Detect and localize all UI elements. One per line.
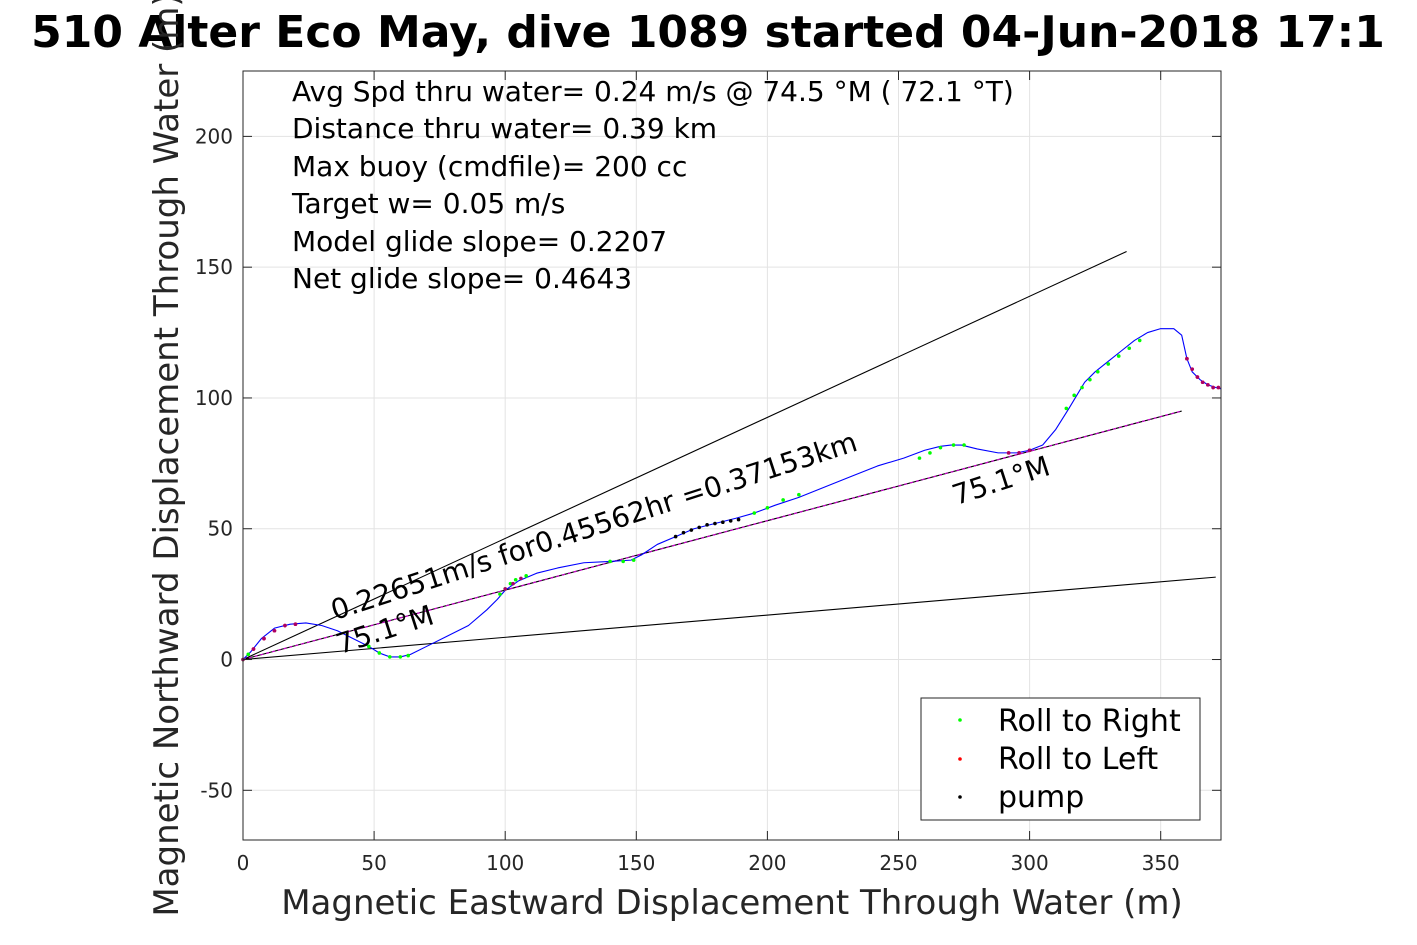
x-tick-label: 300	[1011, 851, 1049, 875]
point-roll-to-right	[631, 558, 636, 562]
point-marker	[1195, 375, 1200, 379]
point-roll-to-right	[951, 443, 956, 447]
point-roll-to-right	[1127, 346, 1132, 351]
info-model-glide-slope: Model glide slope= 0.2207	[292, 225, 667, 258]
point-marker	[1200, 380, 1205, 385]
legend-box	[920, 697, 1201, 821]
x-tick-label: 350	[1142, 851, 1180, 875]
info-net-glide-slope: Net glide slope= 0.4643	[292, 262, 632, 295]
y-tick-label: 50	[208, 517, 233, 541]
chart-title: 510 Alter Eco May, dive 1089 started 04-…	[31, 7, 1385, 58]
point-marker	[283, 623, 287, 628]
y-tick-label: 0	[220, 648, 233, 672]
legend-marker-pump	[958, 795, 962, 799]
point-roll-to-right	[1080, 385, 1084, 390]
y-tick-label: 100	[195, 386, 233, 410]
point-pump	[681, 530, 686, 535]
point-marker	[293, 622, 298, 627]
point-roll-to-right	[1064, 406, 1069, 411]
point-pump	[673, 534, 678, 539]
point-marker	[272, 628, 277, 633]
point-roll-to-right	[1095, 369, 1100, 374]
point-marker	[1216, 385, 1221, 390]
x-axis-label: Magnetic Eastward Displacement Through W…	[281, 883, 1183, 923]
point-roll-to-right	[398, 655, 403, 659]
reference-lines	[242, 250, 1216, 661]
track-line	[242, 328, 1222, 660]
track	[242, 328, 1222, 660]
point-roll-to-right	[752, 511, 757, 515]
point-roll-to-right	[1116, 354, 1121, 358]
point-marker	[1017, 451, 1021, 455]
point-roll-to-right	[524, 574, 528, 578]
point-roll-to-right	[1106, 362, 1111, 366]
point-marker	[1211, 385, 1215, 390]
info-distance: Distance thru water= 0.39 km	[292, 112, 717, 145]
point-pump	[728, 519, 733, 523]
point-roll-to-right	[388, 655, 392, 659]
info-text-block: Avg Spd thru water= 0.24 m/s @ 74.5 °M (…	[291, 75, 1014, 295]
point-pump	[736, 517, 741, 522]
point-roll-to-right	[917, 456, 922, 460]
legend-marker-roll-left	[958, 757, 962, 761]
point-pump	[713, 521, 717, 526]
info-max-buoy: Max buoy (cmdfile)= 200 cc	[292, 150, 687, 183]
x-tick-label: 50	[361, 851, 386, 875]
reference-line-1	[242, 576, 1216, 661]
point-roll-to-right	[962, 443, 966, 447]
point-pump	[705, 523, 709, 527]
legend: Roll to Right Roll to Left pump	[920, 697, 1201, 821]
point-marker	[503, 587, 507, 591]
point-roll-to-right	[608, 559, 612, 564]
point-roll-to-right	[928, 451, 932, 455]
point-roll-to-right	[508, 581, 513, 586]
point-roll-to-right	[406, 653, 410, 658]
point-marker	[1027, 448, 1032, 453]
x-tick-label: 250	[879, 851, 917, 875]
info-target-w: Target w= 0.05 m/s	[291, 187, 565, 220]
x-tick-label: 100	[486, 851, 524, 875]
point-roll-to-right	[781, 498, 785, 502]
reference-line-2	[242, 410, 1182, 661]
point-roll-to-right	[1072, 393, 1076, 398]
point-roll-to-right	[938, 445, 943, 450]
point-pump	[721, 520, 725, 524]
point-marker	[251, 647, 256, 651]
legend-label-roll-right: Roll to Right	[998, 704, 1181, 739]
point-roll-to-right	[513, 577, 518, 582]
point-roll-to-right	[1137, 338, 1142, 343]
point-marker	[511, 581, 515, 586]
point-marker	[1006, 451, 1011, 455]
point-pump	[689, 528, 694, 532]
point-roll-to-right	[246, 652, 251, 657]
legend-marker-roll-right	[958, 718, 962, 722]
x-tick-label: 200	[748, 851, 786, 875]
axes-box	[242, 70, 1222, 841]
point-roll-to-right	[765, 506, 770, 510]
point-marker	[262, 636, 266, 641]
y-tick-label: 200	[195, 124, 233, 148]
x-tick-label: 150	[617, 851, 655, 875]
y-axis-label: Magnetic Northward Displacement Through …	[147, 0, 187, 917]
y-tick-label: -50	[200, 778, 233, 802]
point-marker	[1206, 383, 1210, 387]
point-roll-to-right	[1088, 377, 1092, 382]
point-pump	[697, 525, 702, 530]
point-marker	[1185, 356, 1189, 361]
reference-line-0	[242, 250, 1127, 661]
legend-label-pump: pump	[998, 780, 1084, 815]
point-roll-to-right	[797, 492, 801, 497]
point-roll-to-right	[377, 651, 382, 655]
point-roll-to-right	[498, 592, 502, 596]
x-tick-label: 0	[237, 851, 250, 875]
legend-label-roll-left: Roll to Left	[998, 742, 1158, 777]
ticks: 0 50 100 150 200 250 300 350 -50 0 50 100 150 200	[195, 71, 1221, 875]
point-marker	[519, 576, 523, 581]
point-roll-to-right	[367, 644, 371, 649]
point-roll-to-right	[621, 559, 625, 564]
point-marker	[1190, 367, 1194, 371]
y-tick-label: 150	[195, 255, 233, 279]
info-avg-speed: Avg Spd thru water= 0.24 m/s @ 74.5 °M (…	[292, 75, 1014, 108]
